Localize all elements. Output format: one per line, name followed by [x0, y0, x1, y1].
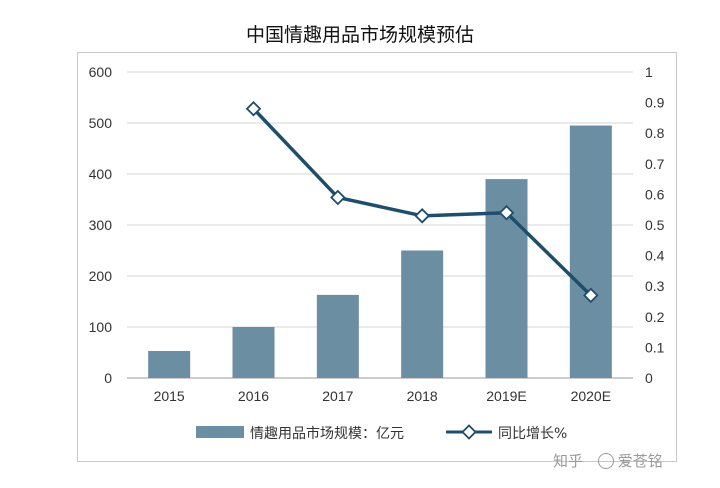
- left-axis-tick-label: 200: [89, 268, 113, 284]
- bar: [316, 294, 359, 378]
- left-axis-tick-label: 100: [89, 319, 113, 335]
- right-axis-tick-label: 0.7: [645, 156, 665, 172]
- right-axis-tick-label: 0.2: [645, 309, 665, 325]
- right-axis-tick-label: 0.9: [645, 95, 665, 111]
- right-axis-tick-label: 0.3: [645, 278, 665, 294]
- x-axis-ticks: 2015 2016 2017 2018 2019E 2020E: [154, 388, 611, 404]
- bar: [401, 250, 444, 378]
- bar: [232, 327, 275, 378]
- watermark: 知乎 爱苍铭: [553, 450, 663, 471]
- x-axis-tick-label: 2017: [322, 388, 353, 404]
- legend-swatch-marker: [461, 424, 477, 440]
- watermark-left-text: 知乎: [553, 452, 584, 470]
- x-axis-tick-label: 2016: [238, 388, 269, 404]
- legend-label-bar: 情趣用品市场规模：亿元: [250, 425, 404, 442]
- growth-point: [245, 100, 262, 117]
- legend: 情趣用品市场规模：亿元 同比增长%: [196, 424, 567, 442]
- wechat-icon: [597, 453, 614, 469]
- watermark-right-text: 爱苍铭: [617, 452, 663, 470]
- left-axis-tick-label: 300: [89, 217, 113, 233]
- growth-point: [498, 204, 515, 221]
- legend-label-line: 同比增长%: [498, 426, 567, 442]
- right-axis-tick-label: 0.6: [645, 186, 665, 202]
- line-series: [245, 100, 599, 304]
- right-axis-tick-label: 0: [645, 370, 653, 386]
- left-axis-ticks: 0 100 200 300 400 500 600: [89, 64, 113, 386]
- growth-point: [583, 287, 599, 304]
- left-axis-tick-label: 400: [89, 166, 113, 182]
- right-axis-tick-label: 1: [645, 64, 653, 80]
- growth-point: [330, 189, 346, 206]
- x-axis-tick-label: 2020E: [571, 388, 611, 404]
- legend-swatch-bar: [196, 426, 244, 438]
- left-axis-tick-label: 0: [104, 370, 112, 386]
- x-axis-tick-label: 2015: [154, 388, 185, 404]
- left-axis-tick-label: 500: [89, 115, 113, 131]
- x-axis-tick-label: 2018: [407, 388, 438, 404]
- x-axis-tick-label: 2019E: [486, 388, 526, 404]
- right-axis-ticks: 0 0.1 0.2 0.3 0.4 0.5 0.6 0.7 0.8 0.9 1: [645, 64, 665, 386]
- chart-frame: [77, 52, 677, 462]
- right-axis-tick-label: 0.1: [645, 339, 665, 355]
- bar: [569, 125, 612, 378]
- right-axis-tick-label: 0.8: [645, 125, 665, 141]
- right-axis-tick-label: 0.4: [645, 248, 665, 264]
- left-axis-tick-label: 600: [89, 64, 113, 80]
- bar: [148, 350, 191, 378]
- right-axis-tick-label: 0.5: [645, 217, 665, 233]
- chart-title: 中国情趣用品市场规模预估: [245, 24, 474, 46]
- growth-point: [414, 208, 430, 224]
- gridlines: [127, 71, 633, 379]
